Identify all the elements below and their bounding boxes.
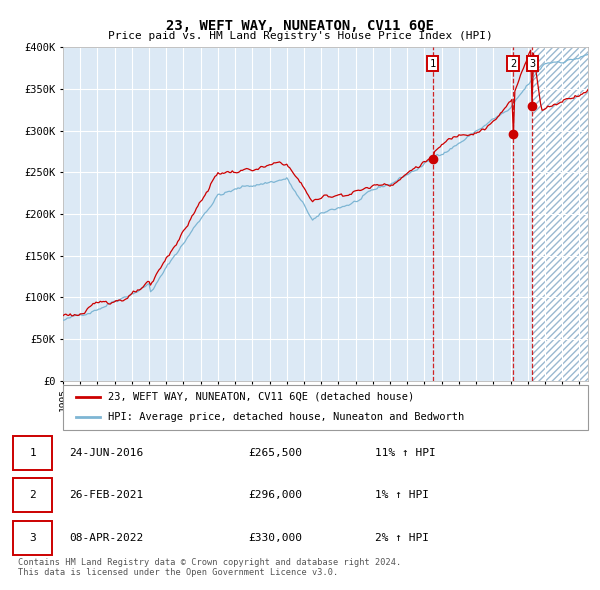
Text: 11% ↑ HPI: 11% ↑ HPI [375, 448, 436, 458]
Text: 24-JUN-2016: 24-JUN-2016 [70, 448, 144, 458]
Text: HPI: Average price, detached house, Nuneaton and Bedworth: HPI: Average price, detached house, Nune… [107, 412, 464, 422]
Text: 1: 1 [29, 448, 36, 458]
FancyBboxPatch shape [13, 478, 52, 512]
Text: 3: 3 [529, 59, 536, 69]
Text: £296,000: £296,000 [248, 490, 302, 500]
Bar [532, 47, 588, 381]
Text: 2: 2 [29, 490, 36, 500]
Text: 1% ↑ HPI: 1% ↑ HPI [375, 490, 429, 500]
FancyBboxPatch shape [13, 521, 52, 555]
Text: 23, WEFT WAY, NUNEATON, CV11 6QE: 23, WEFT WAY, NUNEATON, CV11 6QE [166, 19, 434, 33]
Text: 23, WEFT WAY, NUNEATON, CV11 6QE (detached house): 23, WEFT WAY, NUNEATON, CV11 6QE (detach… [107, 392, 414, 402]
Text: 26-FEB-2021: 26-FEB-2021 [70, 490, 144, 500]
Text: 1: 1 [430, 59, 436, 69]
Text: £265,500: £265,500 [248, 448, 302, 458]
Text: 08-APR-2022: 08-APR-2022 [70, 533, 144, 543]
Text: Price paid vs. HM Land Registry's House Price Index (HPI): Price paid vs. HM Land Registry's House … [107, 31, 493, 41]
FancyBboxPatch shape [63, 385, 588, 430]
FancyBboxPatch shape [13, 436, 52, 470]
Text: Contains HM Land Registry data © Crown copyright and database right 2024.
This d: Contains HM Land Registry data © Crown c… [18, 558, 401, 577]
Text: 2: 2 [510, 59, 516, 69]
Text: £330,000: £330,000 [248, 533, 302, 543]
Text: 2% ↑ HPI: 2% ↑ HPI [375, 533, 429, 543]
Text: 3: 3 [29, 533, 36, 543]
